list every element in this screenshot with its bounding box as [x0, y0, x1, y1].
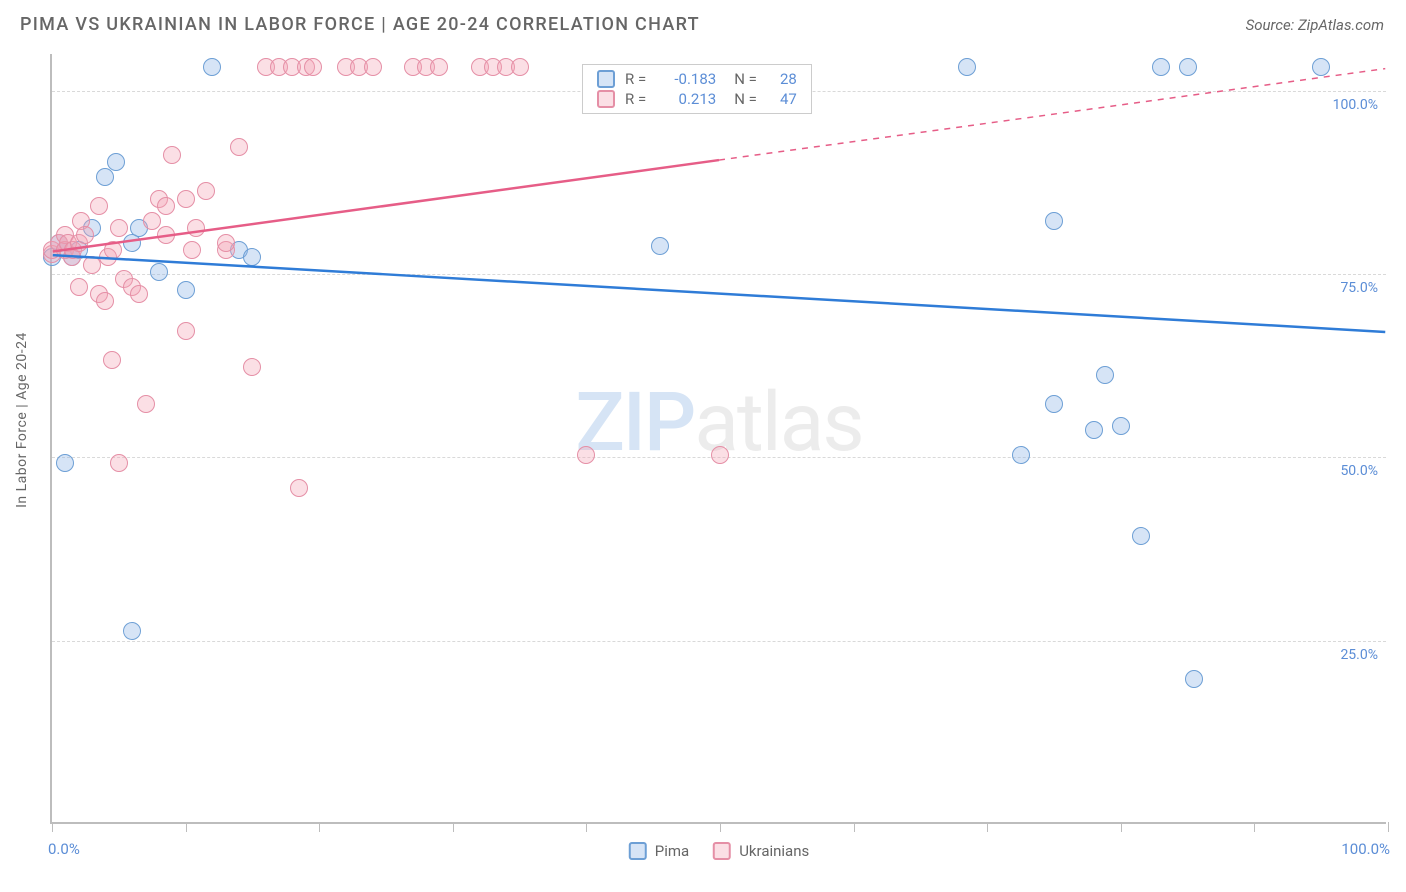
data-point [243, 248, 261, 266]
data-point [110, 454, 128, 472]
data-point [137, 395, 155, 413]
data-point [1152, 58, 1170, 76]
r-value: -0.183 [656, 70, 716, 88]
data-point [1045, 395, 1063, 413]
data-point [1012, 446, 1030, 464]
r-value: 0.213 [656, 90, 716, 108]
data-point [577, 446, 595, 464]
data-point [711, 446, 729, 464]
x-axis-min-label: 0.0% [48, 840, 80, 858]
y-tick-label: 50.0% [1340, 463, 1378, 479]
data-point [958, 58, 976, 76]
y-axis-label: In Labor Force | Age 20-24 [14, 332, 30, 508]
data-point [197, 182, 215, 200]
data-point [1045, 212, 1063, 230]
stats-box: R = -0.183 N = 28 R = 0.213 N = 47 [582, 64, 812, 114]
x-tick [1121, 822, 1122, 832]
data-point [177, 281, 195, 299]
data-point [177, 322, 195, 340]
data-point [96, 168, 114, 186]
x-tick [854, 822, 855, 832]
x-tick [52, 822, 53, 832]
legend-item: Pima [629, 842, 689, 860]
data-point [430, 58, 448, 76]
stats-row: R = 0.213 N = 47 [583, 89, 811, 109]
data-point [183, 241, 201, 259]
data-point [76, 226, 94, 244]
data-point [103, 351, 121, 369]
y-tick-label: 25.0% [1340, 647, 1378, 663]
legend-swatch [713, 842, 731, 860]
data-point [217, 234, 235, 252]
legend-item: Ukrainians [713, 842, 809, 860]
grid-line [52, 274, 1386, 275]
data-point [90, 197, 108, 215]
data-point [1185, 670, 1203, 688]
data-point [123, 234, 141, 252]
data-point [1085, 421, 1103, 439]
data-point [143, 212, 161, 230]
x-tick [453, 822, 454, 832]
n-label: N = [734, 70, 757, 88]
x-tick [987, 822, 988, 832]
data-point [157, 197, 175, 215]
data-point [1312, 58, 1330, 76]
data-point [157, 226, 175, 244]
data-point [290, 479, 308, 497]
grid-line [52, 641, 1386, 642]
x-tick [1254, 822, 1255, 832]
chart-title: PIMA VS UKRAINIAN IN LABOR FORCE | AGE 2… [20, 14, 700, 35]
plot-area: ZIPatlas R =-0.183N =28R =0.213N =47 0.0… [50, 54, 1386, 824]
data-point [1179, 58, 1197, 76]
source-label: Source: ZipAtlas.com [1246, 16, 1384, 34]
n-value: 47 [767, 90, 797, 108]
data-point [364, 58, 382, 76]
y-tick-label: 100.0% [1333, 97, 1378, 113]
data-point [177, 190, 195, 208]
data-point [1112, 417, 1130, 435]
n-value: 28 [767, 70, 797, 88]
data-point [187, 219, 205, 237]
legend-label: Ukrainians [739, 842, 809, 860]
data-point [150, 263, 168, 281]
chart-header: PIMA VS UKRAINIAN IN LABOR FORCE | AGE 2… [0, 0, 1406, 45]
trend-lines [52, 54, 1386, 822]
x-tick [586, 822, 587, 832]
x-tick [186, 822, 187, 832]
x-tick [319, 822, 320, 832]
data-point [230, 138, 248, 156]
n-label: N = [734, 90, 757, 108]
data-point [163, 146, 181, 164]
legend-label: Pima [655, 842, 689, 860]
x-tick [1388, 822, 1389, 832]
data-point [1132, 527, 1150, 545]
data-point [130, 285, 148, 303]
data-point [203, 58, 221, 76]
legend-swatch [629, 842, 647, 860]
data-point [104, 241, 122, 259]
data-point [110, 219, 128, 237]
series-swatch [597, 90, 615, 108]
chart-container: PIMA VS UKRAINIAN IN LABOR FORCE | AGE 2… [0, 0, 1406, 892]
data-point [1096, 366, 1114, 384]
data-point [70, 278, 88, 296]
x-tick [720, 822, 721, 832]
data-point [56, 454, 74, 472]
data-point [304, 58, 322, 76]
legend: Pima Ukrainians [629, 842, 809, 860]
x-axis-max-label: 100.0% [1341, 840, 1390, 858]
data-point [123, 622, 141, 640]
data-point [107, 153, 125, 171]
stats-row: R = -0.183 N = 28 [583, 69, 811, 89]
data-point [511, 58, 529, 76]
r-label: R = [625, 90, 646, 108]
r-label: R = [625, 70, 646, 88]
data-point [243, 358, 261, 376]
y-tick-label: 75.0% [1340, 280, 1378, 296]
data-point [651, 237, 669, 255]
series-swatch [597, 70, 615, 88]
data-point [96, 292, 114, 310]
